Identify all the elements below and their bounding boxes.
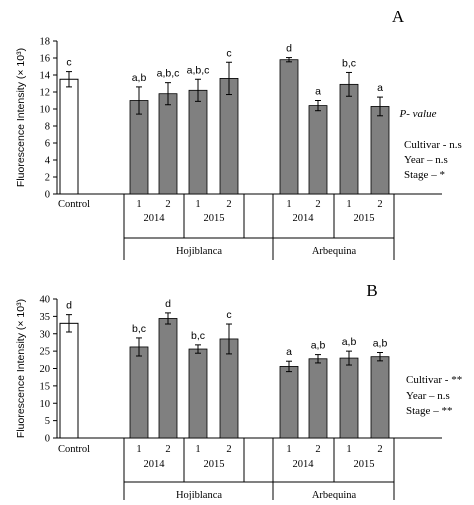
significance-letter: d [66,300,72,312]
y-axis-title: Fluorescence Intensity (× 10³) [15,48,27,187]
panel-b: 0 5 10 15 20 25 30 35 40 Fluorescence Intensity (… [15,281,462,504]
significance-letter: c [66,57,71,69]
year-label: 2014 [144,459,166,470]
significance-letter: a,b [373,338,388,350]
cultivar-label: Hojiblanca [176,490,222,500]
x-tick-label: 1 [136,199,141,210]
significance-letter: a,b [311,340,326,352]
y-tick-label: 20 [40,364,51,375]
significance-letter: a [377,82,383,94]
x-tick-label: 1 [346,444,351,455]
x-tick-label: Control [58,199,90,210]
significance-letter: c [226,309,231,321]
x-tick-label: 2 [226,444,231,455]
bar [339,357,359,439]
year-label: 2015 [204,459,225,470]
y-tick-label: 12 [40,88,51,99]
bar [188,89,208,195]
y-tick-label: 16 [40,54,51,65]
y-tick-label: 25 [40,347,51,358]
bar [279,366,299,439]
bar [308,358,328,439]
bar [129,346,149,439]
x-tick-label: 2 [377,199,382,210]
y-axis-title: Fluorescence Intensity (× 10³) [15,299,27,438]
x-tick-label: 2 [377,444,382,455]
y-tick-label: 10 [40,105,51,116]
x-tick-label: 2 [165,444,170,455]
bar [158,318,178,439]
y-tick-label: 18 [40,37,51,48]
year-label: 2014 [293,459,315,470]
x-tick-label: 2 [315,199,320,210]
significance-letter: a [286,346,292,358]
bar [188,348,208,439]
stats-line: Stage – ** [406,405,452,417]
y-tick-label: 0 [45,190,50,201]
significance-letter: a,b [342,336,357,348]
significance-letter: b,c [191,330,205,342]
cultivar-label: Hojiblanca [176,246,222,257]
stats-line: Cultivar - n.s [404,139,462,151]
bar [339,83,359,195]
year-label: 2014 [293,213,315,224]
significance-letter: c [226,47,231,59]
stats-line: Year – n.s [406,390,450,402]
y-tick-label: 40 [40,295,51,306]
x-tick-label: 2 [226,199,231,210]
bar [219,78,239,195]
x-tick-label: 1 [286,444,291,455]
y-tick-label: 5 [45,416,50,427]
bar [279,59,299,195]
y-tick-label: 2 [45,173,50,184]
cultivar-label: Arbequina [312,246,357,257]
cultivar-label: Arbequina [312,490,357,500]
year-label: 2014 [144,213,166,224]
x-tick-label: 1 [136,444,141,455]
significance-letter: b,c [342,57,356,69]
significance-letter: b,c [132,323,146,335]
y-tick-label: 10 [40,399,51,410]
x-tick-label: Control [58,444,90,455]
x-tick-label: 1 [346,199,351,210]
panel-label: B [366,281,377,300]
x-tick-label: 2 [165,199,170,210]
y-tick-label: 35 [40,312,51,323]
year-label: 2015 [354,459,375,470]
significance-letter: a,b,c [187,64,210,76]
panel-label: A [392,7,405,26]
significance-letter: a,b [132,72,147,84]
bar [370,106,390,195]
significance-letter: a [315,86,321,98]
bar [370,356,390,439]
bar-control [59,322,79,439]
y-tick-label: 14 [40,71,51,82]
y-tick-label: 4 [45,156,51,167]
bar-control [59,78,79,195]
y-tick-label: 15 [40,381,51,392]
x-tick-label: 1 [195,199,200,210]
y-tick-label: 6 [45,139,50,150]
year-label: 2015 [204,213,225,224]
significance-letter: d [165,298,171,310]
bar [308,105,328,195]
y-tick-label: 8 [45,122,50,133]
x-tick-label: 2 [315,444,320,455]
y-tick-label: 0 [45,434,50,445]
significance-letter: a,b,c [157,68,180,80]
x-tick-label: 1 [286,199,291,210]
bar [158,93,178,195]
stats-line: Year – n.s [404,154,448,166]
stats-line: Cultivar - ** [406,374,462,386]
significance-letter: d [286,43,292,55]
stats-line: Stage – * [404,169,445,181]
y-tick-label: 30 [40,329,51,340]
year-label: 2015 [354,213,375,224]
stats-title: P- value [399,108,437,120]
x-tick-label: 1 [195,444,200,455]
